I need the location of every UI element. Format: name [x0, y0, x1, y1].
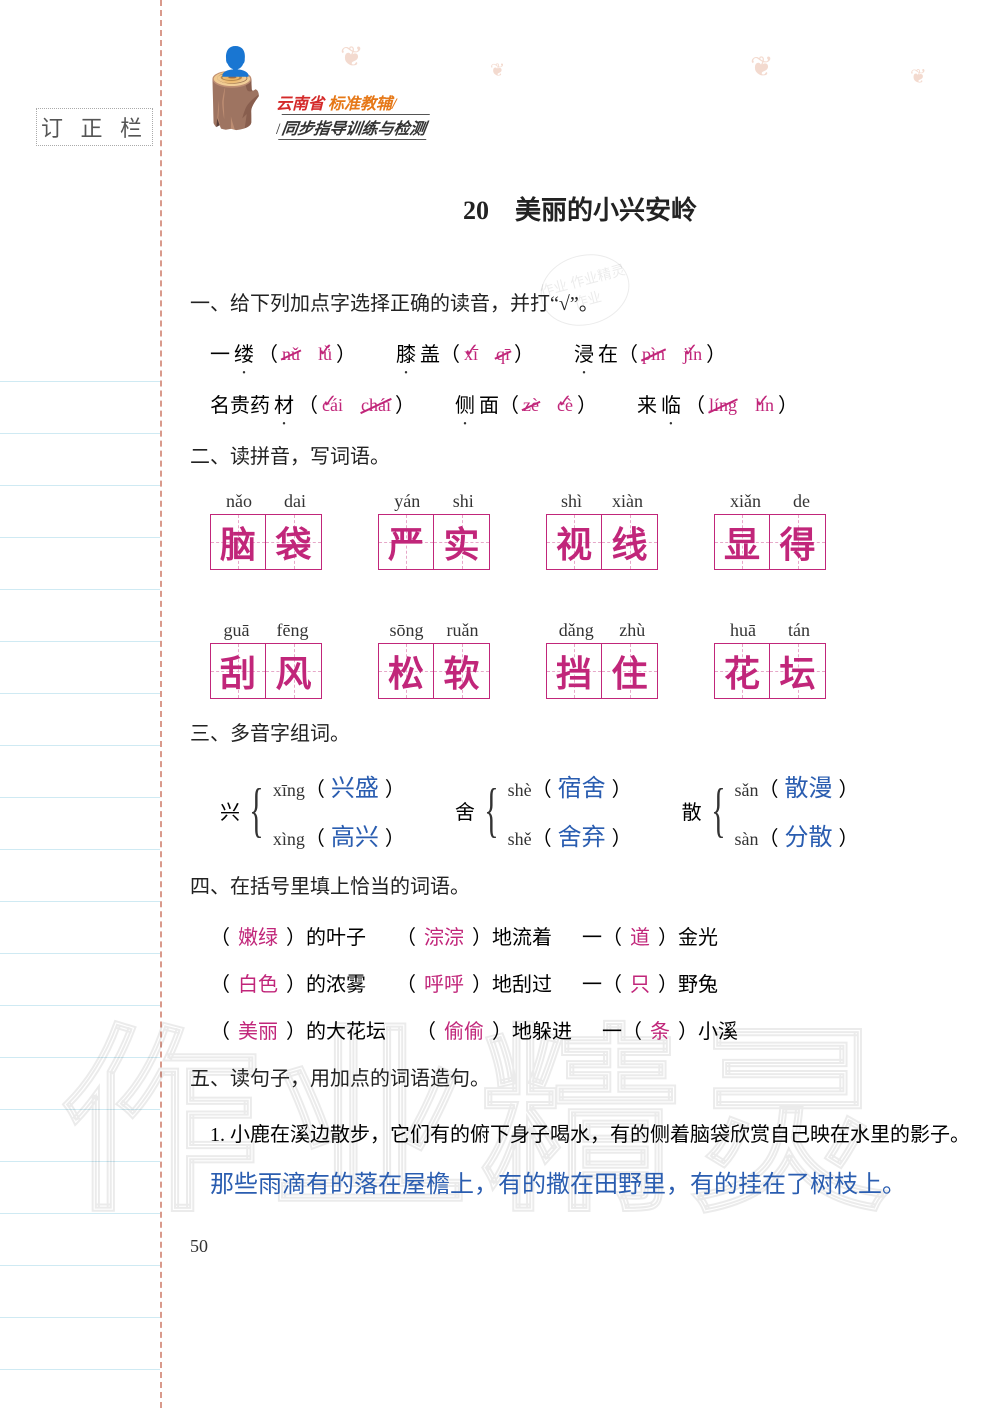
header-art: ❦ ❦ ❦ ❦ 🪵 👤 云南省 标准教辅/ /同步指导训练与检测 [190, 40, 970, 140]
ex1-body: 一缕（nǔ lǚ）膝盖（xī qī）浸在（pìn jìn）名贵药材（cái ch… [190, 338, 970, 418]
ex2-body: nǎodai 脑 袋 yánshi 严 实 shìxiàn 视 线 xiǎnde… [190, 491, 970, 699]
main-content: 20 美丽的小兴安岭 一、给下列加点字选择正确的读音，并打“√”。 一缕（nǔ … [190, 170, 970, 1257]
badge-line2: 同步指导训练与检测 [279, 114, 431, 140]
margin-label: 订 正 栏 [36, 108, 153, 146]
ex3-heading: 三、多音字组词。 [190, 717, 970, 746]
lesson-title: 20 美丽的小兴安岭 [190, 190, 970, 227]
ex5-question: 1. 小鹿在溪边散步，它们有的俯下身子喝水，有的侧着脑袋欣赏自己映在水里的影子。 [190, 1113, 970, 1157]
ruled-lines [0, 330, 160, 1408]
leaf-icon: ❦ [750, 50, 773, 84]
leaf-icon: ❦ [340, 40, 363, 74]
page-number: 50 [190, 1236, 970, 1257]
stump-icon: 🪵 [200, 70, 267, 133]
ex4-body: （嫩绿）的叶子（淙淙）地流着一（道）金光（白色）的浓雾（呼呼）地刮过一（只）野兔… [190, 921, 970, 1044]
ex5-heading: 五、读句子，用加点的词语造句。 [190, 1062, 970, 1091]
leaf-icon: ❦ [490, 60, 505, 81]
badge-red: 云南省 [276, 96, 324, 113]
margin-column: 订 正 栏 [0, 0, 160, 1408]
person-icon: 👤 [218, 45, 253, 79]
badge-line1: 云南省 标准教辅/ [276, 90, 428, 114]
ex5-answer: 那些雨滴有的落在屋檐上，有的撒在田野里，有的挂在了树枝上。 [190, 1165, 970, 1206]
ex3-body: 兴{ xīng（兴盛） xìng（高兴） 舍{ shè（宿舍） shě（舍弃） … [190, 768, 970, 852]
ex1-heading: 一、给下列加点字选择正确的读音，并打“√”。 [190, 287, 970, 316]
margin-divider [160, 0, 162, 1408]
badge-orange: 标准教辅 [328, 96, 392, 113]
ex2-heading: 二、读拼音，写词语。 [190, 440, 970, 469]
header-text: 云南省 标准教辅/ /同步指导训练与检测 [276, 90, 428, 140]
leaf-icon: ❦ [910, 64, 927, 89]
ex4-heading: 四、在括号里填上恰当的词语。 [190, 870, 970, 899]
